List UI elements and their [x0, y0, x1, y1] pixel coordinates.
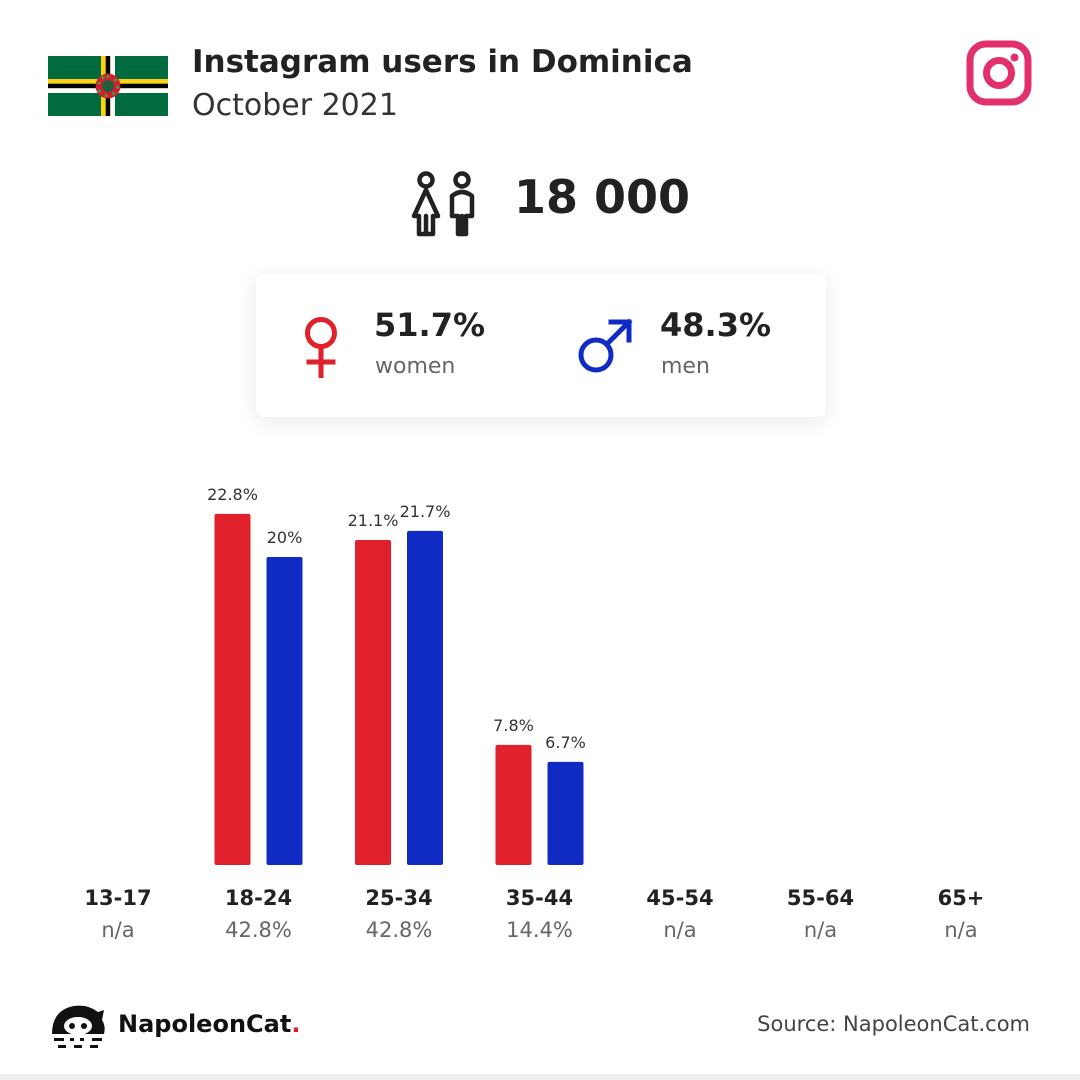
data-label-women-18-24: 22.8% [207, 485, 258, 504]
tick-label-55-64: 55-64 [787, 886, 854, 910]
bar-men-18-24 [266, 557, 303, 865]
data-label-men-25-34: 21.7% [400, 502, 451, 521]
tick-label-25-34: 25-34 [365, 886, 432, 910]
age-gender-bar-chart: 13-17 n/a 22.8% 20% 18-24 42.8% 21.1% 21.7% 25-3… [84, 485, 985, 942]
category-total-65+: n/a [944, 918, 977, 942]
bar-women-18-24 [214, 513, 251, 865]
dominica-flag-icon [48, 56, 168, 116]
data-label-men-18-24: 20% [267, 528, 303, 547]
men-label: men [661, 354, 710, 379]
tick-label-65+: 65+ [938, 886, 985, 910]
data-label-women-25-34: 21.1% [348, 511, 399, 530]
women-percent: 51.7% [374, 306, 486, 344]
instagram-icon [966, 40, 1032, 106]
brand-name: NapoleonCat. [118, 1010, 301, 1038]
male-symbol-icon [578, 318, 633, 373]
bar-women-35-44 [495, 744, 532, 865]
bar-men-35-44 [547, 761, 584, 865]
bar-men-25-34 [407, 530, 443, 865]
category-total-13-17: n/a [101, 918, 134, 942]
female-symbol-icon [305, 317, 337, 378]
total-users-value: 18 000 [514, 170, 691, 224]
tick-label-45-54: 45-54 [646, 886, 713, 910]
category-total-18-24: 42.8% [225, 918, 292, 942]
page-title: Instagram users in Dominica [192, 44, 693, 80]
category-total-25-34: 42.8% [366, 918, 433, 942]
bar-women-25-34 [355, 540, 391, 865]
tick-label-35-44: 35-44 [506, 886, 573, 910]
data-label-men-35-44: 6.7% [545, 733, 586, 752]
page-subtitle: October 2021 [192, 88, 398, 123]
users-icon [411, 171, 475, 237]
bottom-divider [0, 1074, 1080, 1080]
gender-summary-card [256, 274, 826, 417]
category-total-55-64: n/a [804, 918, 837, 942]
source-credit: Source: NapoleonCat.com [757, 1012, 1030, 1036]
data-label-women-35-44: 7.8% [493, 716, 534, 735]
tick-label-18-24: 18-24 [225, 886, 292, 910]
category-total-35-44: 14.4% [506, 918, 573, 942]
category-total-45-54: n/a [663, 918, 696, 942]
napoleoncat-logo-icon [52, 1005, 105, 1048]
men-percent: 48.3% [660, 306, 772, 344]
women-label: women [375, 354, 456, 379]
tick-label-13-17: 13-17 [84, 886, 151, 910]
